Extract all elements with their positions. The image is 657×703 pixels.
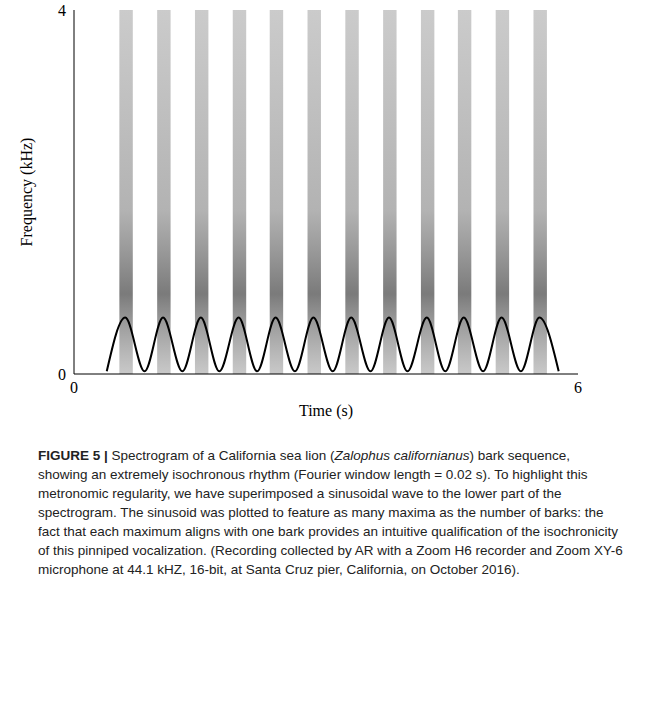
svg-text:6: 6 (574, 379, 582, 396)
svg-text:0: 0 (58, 366, 66, 383)
svg-text:4: 4 (58, 2, 66, 19)
svg-text:0: 0 (70, 379, 78, 396)
html-text:FIGURE 5 | Spectrogram of a Ca: FIGURE 5 | Spectrogram of a California s… (38, 448, 623, 577)
svg-text:Time (s): Time (s) (299, 402, 353, 420)
svg-text:Frequency (kHz): Frequency (kHz) (18, 138, 36, 247)
